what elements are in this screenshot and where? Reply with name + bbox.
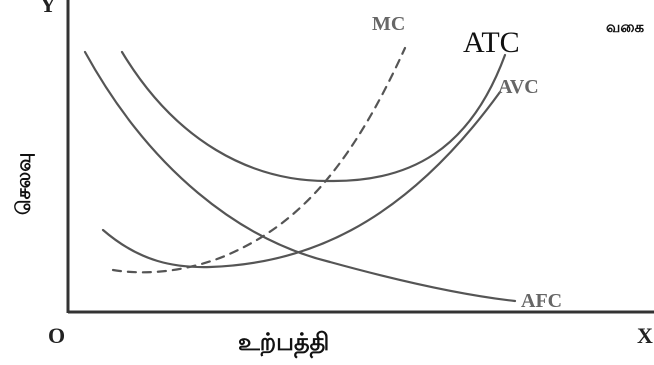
y-axis-letter: Y bbox=[40, 0, 56, 17]
afc-curve bbox=[83, 50, 517, 303]
avc-curve bbox=[101, 90, 502, 269]
x-axis-letter: X bbox=[637, 323, 653, 348]
x-axis-title: உற்பத்தி bbox=[238, 328, 329, 359]
y-axis-title: செலவு bbox=[11, 153, 35, 215]
mc-curve bbox=[111, 46, 407, 274]
avc-label: AVC bbox=[498, 76, 539, 98]
origin-label: O bbox=[48, 323, 65, 348]
mc-label: MC bbox=[372, 13, 405, 35]
atc-curve bbox=[120, 50, 507, 183]
afc-label: AFC bbox=[521, 290, 562, 312]
corner-note: வகை bbox=[606, 18, 645, 36]
atc-label: ATC bbox=[463, 26, 520, 59]
